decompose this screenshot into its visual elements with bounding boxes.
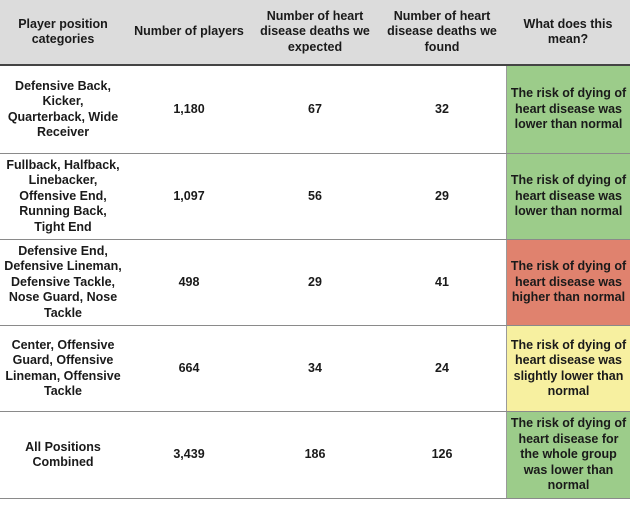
table-row: All Positions Combined 3,439 186 126 The… [0, 412, 630, 499]
table-row: Fullback, Halfback, Linebacker, Offensiv… [0, 154, 630, 240]
header-found: Number of heart disease deaths we found [387, 8, 497, 54]
header-players: Number of players [134, 24, 244, 39]
table-row: Defensive Back, Kicker, Quarterback, Wid… [0, 66, 630, 154]
players-cell: 1,097 [173, 188, 205, 203]
header-expected: Number of heart disease deaths we expect… [260, 8, 370, 54]
found-cell: 126 [431, 447, 453, 462]
found-cell: 41 [435, 274, 449, 289]
category-cell: Defensive Back, Kicker, Quarterback, Wid… [7, 78, 119, 140]
table-row: Center, Offensive Guard, Offensive Linem… [0, 326, 630, 412]
table-header: Player position categories Number of pla… [0, 0, 630, 66]
found-cell: 29 [435, 188, 449, 203]
category-cell: Fullback, Halfback, Linebacker, Offensiv… [6, 157, 120, 234]
players-cell: 498 [178, 274, 200, 289]
expected-cell: 56 [308, 188, 322, 203]
players-cell: 3,439 [173, 447, 205, 462]
meaning-cell: The risk of dying of heart disease was l… [506, 154, 630, 239]
header-category: Player position categories [18, 16, 108, 47]
meaning-cell: The risk of dying of heart disease was l… [506, 66, 630, 153]
header-meaning: What does this mean? [523, 16, 613, 47]
found-cell: 32 [435, 101, 449, 116]
meaning-cell: The risk of dying of heart disease for t… [506, 412, 630, 498]
expected-cell: 29 [308, 274, 322, 289]
expected-cell: 186 [304, 447, 326, 462]
players-cell: 1,180 [173, 101, 205, 116]
table-row: Defensive End, Defensive Lineman, Defens… [0, 240, 630, 326]
players-cell: 664 [178, 360, 200, 375]
expected-cell: 34 [308, 360, 322, 375]
expected-cell: 67 [308, 101, 322, 116]
found-cell: 24 [435, 360, 449, 375]
meaning-cell: The risk of dying of heart disease was s… [506, 326, 630, 411]
category-cell: All Positions Combined [25, 439, 101, 470]
category-cell: Center, Offensive Guard, Offensive Linem… [5, 337, 121, 399]
category-cell: Defensive End, Defensive Lineman, Defens… [4, 243, 122, 320]
meaning-cell: The risk of dying of heart disease was h… [506, 240, 630, 325]
